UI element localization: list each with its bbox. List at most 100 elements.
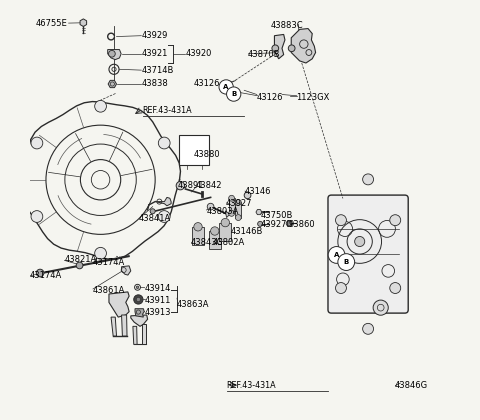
Text: 43911: 43911: [144, 296, 170, 305]
Text: 43838: 43838: [141, 79, 168, 89]
Text: 93860: 93860: [288, 220, 315, 229]
Polygon shape: [80, 19, 86, 26]
Circle shape: [136, 297, 141, 302]
Circle shape: [31, 137, 43, 149]
Circle shape: [288, 45, 295, 52]
Circle shape: [373, 300, 388, 315]
Circle shape: [336, 283, 347, 294]
Circle shape: [31, 211, 43, 223]
Polygon shape: [256, 210, 262, 215]
Circle shape: [355, 236, 365, 247]
Circle shape: [390, 283, 401, 294]
Text: A: A: [224, 84, 229, 90]
Circle shape: [221, 218, 229, 227]
Circle shape: [235, 200, 241, 205]
Circle shape: [211, 227, 219, 235]
Text: 43846G: 43846G: [395, 381, 428, 390]
Circle shape: [336, 215, 347, 226]
Bar: [235, 202, 241, 218]
Circle shape: [108, 50, 115, 57]
Circle shape: [228, 210, 235, 216]
Circle shape: [150, 209, 155, 214]
Polygon shape: [121, 315, 127, 336]
Text: 43803A: 43803A: [206, 207, 239, 216]
Polygon shape: [155, 197, 171, 206]
Text: 46755E: 46755E: [35, 18, 67, 28]
Polygon shape: [135, 309, 144, 317]
Text: 43927D: 43927D: [261, 220, 294, 229]
Circle shape: [158, 137, 170, 149]
Polygon shape: [133, 326, 137, 344]
Text: 43863A: 43863A: [176, 300, 209, 309]
Text: REF.43-431A: REF.43-431A: [143, 105, 192, 115]
Polygon shape: [142, 324, 146, 344]
Text: 43842: 43842: [196, 181, 222, 190]
Circle shape: [76, 262, 83, 269]
Bar: [228, 198, 235, 213]
Circle shape: [272, 45, 278, 52]
Circle shape: [390, 215, 401, 226]
Circle shape: [244, 192, 251, 199]
Circle shape: [228, 195, 235, 201]
Text: 43750B: 43750B: [261, 210, 293, 220]
Polygon shape: [225, 211, 230, 218]
Polygon shape: [108, 80, 117, 88]
Circle shape: [219, 80, 233, 94]
Bar: [209, 231, 221, 249]
Text: 1123GX: 1123GX: [296, 92, 329, 102]
Polygon shape: [291, 29, 316, 63]
Text: A: A: [334, 252, 339, 258]
Text: 43870B: 43870B: [248, 50, 280, 59]
Polygon shape: [275, 34, 285, 59]
Circle shape: [328, 247, 345, 263]
Circle shape: [235, 215, 241, 220]
Text: 43891: 43891: [178, 181, 204, 190]
Text: B: B: [344, 259, 349, 265]
Text: B: B: [231, 91, 236, 97]
Circle shape: [95, 247, 107, 259]
Circle shape: [338, 254, 355, 270]
Polygon shape: [121, 266, 131, 275]
Text: 43913: 43913: [144, 308, 171, 317]
Polygon shape: [111, 317, 117, 336]
Circle shape: [286, 221, 291, 226]
Polygon shape: [131, 315, 148, 326]
Circle shape: [363, 323, 373, 334]
Circle shape: [158, 210, 170, 222]
Text: 43821A: 43821A: [64, 255, 96, 264]
Circle shape: [258, 221, 263, 226]
Bar: [192, 227, 204, 245]
Text: 43802A: 43802A: [213, 238, 245, 247]
Circle shape: [136, 286, 139, 289]
Text: 43146B: 43146B: [231, 227, 263, 236]
Polygon shape: [109, 292, 129, 317]
Circle shape: [363, 174, 373, 185]
Text: 43920: 43920: [185, 49, 212, 58]
Circle shape: [134, 295, 143, 304]
Text: 43914: 43914: [144, 284, 170, 294]
Circle shape: [36, 269, 44, 277]
Circle shape: [194, 223, 202, 231]
Circle shape: [95, 100, 107, 112]
Text: 43921: 43921: [141, 49, 168, 58]
Text: 43174A: 43174A: [92, 258, 124, 267]
Text: 43927: 43927: [225, 199, 252, 208]
Text: 43843C: 43843C: [191, 238, 223, 247]
Text: 43883C: 43883C: [270, 21, 303, 30]
Text: 43841A: 43841A: [138, 214, 170, 223]
FancyBboxPatch shape: [328, 195, 408, 313]
Circle shape: [227, 87, 241, 101]
Text: 43126: 43126: [194, 79, 220, 89]
Polygon shape: [108, 50, 121, 60]
Text: 43126: 43126: [257, 92, 283, 102]
Text: 43880: 43880: [194, 150, 220, 159]
Text: 43714B: 43714B: [141, 66, 174, 75]
Text: 43146: 43146: [244, 187, 271, 197]
Text: 43929: 43929: [141, 31, 168, 40]
Text: REF.43-431A: REF.43-431A: [227, 381, 276, 390]
Text: 43861A: 43861A: [92, 286, 124, 295]
Circle shape: [207, 203, 214, 210]
Circle shape: [176, 181, 184, 190]
Text: 43174A: 43174A: [30, 270, 62, 280]
Bar: [219, 223, 231, 241]
